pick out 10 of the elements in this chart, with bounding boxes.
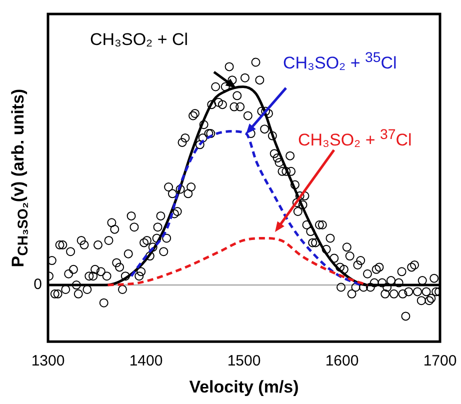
x-tick-label: 1400 [129,352,163,370]
x-tick-label: 1700 [423,352,457,370]
text: CH₃SO₂ + $^{37}$Cl [298,127,412,151]
x-tick-label: 1300 [31,352,65,370]
text: CH₃SO₂ + $^{35}$Cl [283,50,397,74]
text: CH₃SO₂ + Cl [90,30,188,50]
x-tick-label: 1600 [325,352,359,370]
x-tick-label: 1500 [227,352,261,370]
x-axis-title: Velocity (m/s) [189,377,299,396]
ref-line-label: 0 [34,276,42,294]
